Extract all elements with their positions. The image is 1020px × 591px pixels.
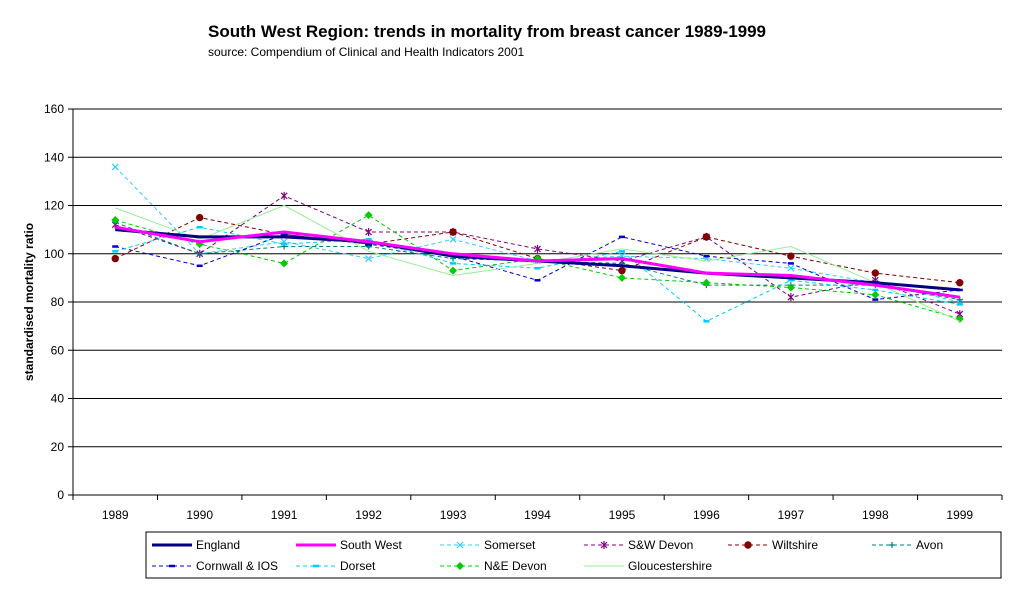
- data-point-nande-devon: [364, 211, 373, 220]
- y-tick-label: 80: [51, 295, 65, 309]
- legend-marker: [456, 562, 464, 570]
- legend-item-nande-devon: N&E Devon: [440, 559, 547, 573]
- legend-label: Wiltshire: [772, 538, 818, 552]
- y-axis-title: standardised mortality ratio: [22, 223, 36, 381]
- x-tick-label: 1999: [946, 508, 973, 522]
- series-gloucestershire: [115, 205, 961, 322]
- y-tick-label: 100: [44, 247, 64, 261]
- data-point-wiltshire: [787, 252, 795, 260]
- legend-item-avon: Avon: [872, 538, 943, 552]
- legend-label: Avon: [916, 538, 943, 552]
- legend-item-sandw-devon: S&W Devon: [584, 538, 693, 552]
- y-tick-label: 160: [44, 102, 64, 116]
- legend-item-england: England: [152, 538, 240, 552]
- data-point-sandw-devon: [365, 228, 373, 237]
- y-tick-label: 0: [57, 488, 64, 502]
- series-dorset: [112, 225, 963, 323]
- data-point-wiltshire: [871, 269, 880, 277]
- chart-title: South West Region: trends in mortality f…: [208, 22, 767, 41]
- x-tick-label: 1991: [271, 508, 298, 522]
- series-line-wiltshire: [114, 217, 960, 284]
- data-point-sandw-devon: [534, 244, 541, 253]
- data-point-nande-devon: [111, 215, 120, 224]
- data-point-wiltshire: [111, 254, 119, 263]
- data-point-nande-devon: [871, 290, 880, 299]
- x-tick-label: 1994: [524, 508, 551, 522]
- data-point-sandw-devon: [280, 191, 288, 200]
- legend-label: Somerset: [484, 538, 536, 552]
- series-line-dorset: [115, 226, 960, 322]
- data-point-nande-devon: [702, 278, 711, 287]
- x-tick-label: 1996: [693, 508, 720, 522]
- legend-label: N&E Devon: [484, 559, 547, 573]
- y-tick-label: 140: [44, 150, 64, 164]
- data-point-wiltshire: [449, 228, 457, 236]
- data-point-somerset: [787, 264, 795, 272]
- data-point-sandw-devon: [787, 293, 795, 302]
- series-line-somerset: [114, 166, 960, 303]
- legend-label: Cornwall & IOS: [196, 559, 278, 573]
- data-point-nande-devon: [280, 259, 289, 268]
- data-point-nande-devon: [786, 283, 795, 292]
- chart-subtitle: source: Compendium of Clinical and Healt…: [208, 45, 525, 59]
- legend-label: South West: [340, 538, 402, 552]
- x-tick-label: 1997: [778, 508, 805, 522]
- data-point-nande-devon: [617, 273, 626, 282]
- x-tick-label: 1993: [440, 508, 467, 522]
- legend-label: S&W Devon: [628, 538, 693, 552]
- y-tick-label: 120: [44, 199, 64, 213]
- legend-box: [145, 531, 1002, 579]
- legend-marker: [600, 541, 608, 549]
- x-tick-label: 1989: [102, 508, 129, 522]
- series-layer: [111, 163, 964, 323]
- legend-label: Dorset: [340, 559, 376, 573]
- y-tick-label: 40: [51, 392, 65, 406]
- legend-item-dorset: Dorset: [296, 559, 376, 573]
- legend-marker: [456, 541, 464, 549]
- data-point-wiltshire: [195, 213, 204, 222]
- legend-item-south-west: South West: [296, 538, 402, 552]
- legend-marker: [889, 542, 895, 548]
- data-point-somerset: [111, 163, 119, 171]
- data-point-nande-devon: [449, 266, 458, 275]
- legend-marker: [744, 541, 752, 549]
- data-point-avon: [956, 296, 963, 303]
- series-south-west: [114, 225, 961, 299]
- data-point-wiltshire: [618, 266, 626, 275]
- x-tick-label: 1990: [186, 508, 213, 522]
- data-point-wiltshire: [956, 279, 964, 287]
- data-point-somerset: [365, 255, 373, 262]
- data-point-avon: [196, 250, 203, 257]
- data-point-wiltshire: [702, 233, 711, 241]
- x-tick-label: 1992: [355, 508, 382, 522]
- legend-item-cornwall-and-ios: Cornwall & IOS: [152, 559, 278, 573]
- x-tick-label: 1998: [862, 508, 889, 522]
- legend-item-wiltshire: Wiltshire: [728, 538, 818, 552]
- y-tick-label: 20: [51, 440, 65, 454]
- series-line-gloucestershire: [115, 205, 961, 322]
- legend-label: Gloucestershire: [628, 559, 712, 573]
- axis-layer: 0 20 40 60 80 100 120 140 160 1989 1990 1991 1992 199…: [44, 102, 1003, 522]
- legend-item-gloucestershire: Gloucestershire: [584, 559, 712, 573]
- legend-label: England: [196, 538, 240, 552]
- legend-item-somerset: Somerset: [440, 538, 536, 552]
- series-line-south-west: [114, 225, 961, 299]
- data-point-somerset: [449, 235, 457, 243]
- series-somerset: [111, 163, 964, 306]
- grid-layer: [73, 108, 1002, 448]
- legend: England South West Somerset S&W Devon Wiltsh…: [145, 531, 1002, 579]
- series-line-sandw-devon: [115, 195, 960, 315]
- y-tick-label: 60: [51, 343, 65, 357]
- x-tick-label: 1995: [609, 508, 636, 522]
